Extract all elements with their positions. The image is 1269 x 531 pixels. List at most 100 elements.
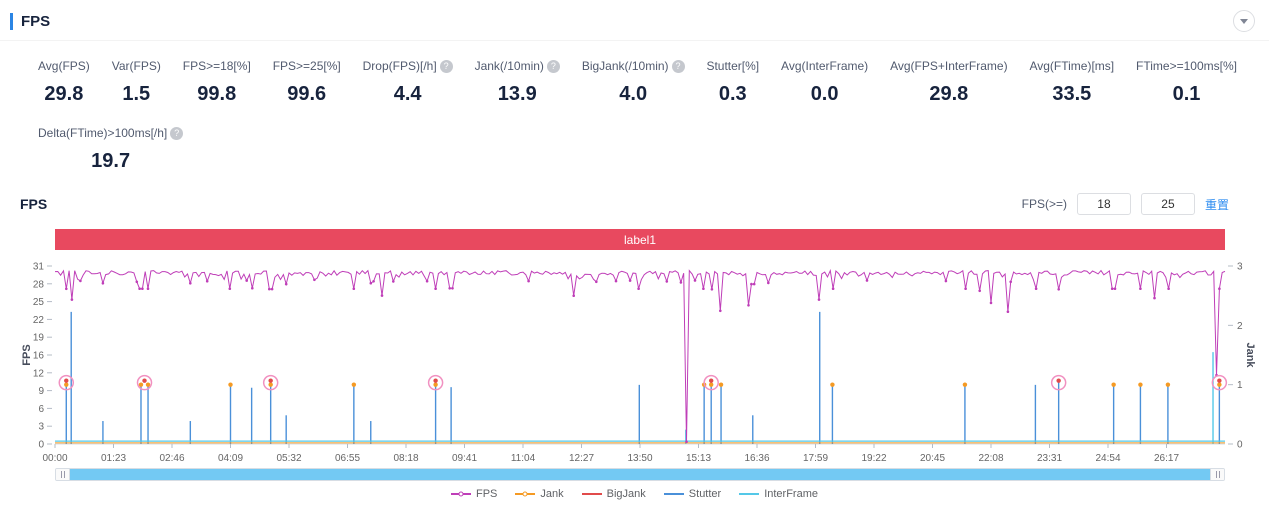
fps-threshold-label: FPS(>=) [1021, 197, 1067, 211]
stat-stutter: Stutter[%] 0.3 [706, 59, 759, 106]
chart-title: FPS [20, 196, 48, 212]
grip-icon [60, 471, 65, 478]
stat-label: Delta(FTime)>100ms[/h] [38, 126, 168, 140]
svg-text:9: 9 [38, 386, 44, 397]
stat-value: 99.8 [197, 83, 237, 105]
stat-label: Avg(FTime)[ms] [1029, 59, 1115, 73]
fps-series-swatch [451, 491, 471, 497]
legend-label: BigJank [606, 488, 646, 500]
stat-label: FTime>=100ms[%] [1136, 59, 1237, 73]
stat-label: Avg(InterFrame) [781, 59, 869, 73]
svg-text:3: 3 [1237, 262, 1243, 273]
collapse-button[interactable] [1233, 10, 1255, 32]
fps-threshold-input-2[interactable] [1140, 193, 1195, 215]
svg-text:13:50: 13:50 [627, 453, 652, 464]
stat-label: Drop(FPS)[/h] [362, 59, 437, 73]
svg-text:28: 28 [33, 279, 45, 290]
help-icon[interactable]: ? [439, 59, 453, 73]
svg-text:24:54: 24:54 [1095, 453, 1120, 464]
legend-item-fps[interactable]: FPS [451, 488, 497, 500]
stats-row-2: Delta(FTime)>100ms[/h]? 19.7 [0, 106, 1269, 173]
annotation-band: label1 [55, 229, 1225, 250]
legend-item-bigjank[interactable]: BigJank [581, 488, 646, 500]
stat-value: 4.0 [619, 83, 648, 105]
panel-header: FPS [0, 0, 1269, 41]
stat-value: 13.9 [497, 83, 537, 105]
reset-link[interactable]: 重置 [1204, 197, 1229, 212]
annotation-band-label: label1 [623, 232, 657, 247]
stat-delta-ftime: Delta(FTime)>100ms[/h]? 19.7 [38, 126, 184, 173]
stat-drop-fps: Drop(FPS)[/h]? 4.4 [363, 59, 453, 106]
interframe-series-swatch [739, 493, 760, 495]
help-icon[interactable]: ? [546, 59, 560, 73]
svg-text:04:09: 04:09 [218, 453, 243, 464]
svg-text:2: 2 [1237, 321, 1243, 332]
stat-fps-ge18: FPS>=18[%] 99.8 [183, 59, 251, 106]
svg-text:12: 12 [33, 368, 45, 379]
stat-label: FPS>=25[%] [272, 59, 341, 73]
stat-label: Avg(FPS+InterFrame) [890, 59, 1008, 73]
svg-text:17:59: 17:59 [803, 453, 828, 464]
stats-row: Avg(FPS) 29.8 Var(FPS) 1.5 FPS>=18[%] 99… [0, 41, 1269, 106]
svg-text:09:41: 09:41 [452, 453, 477, 464]
svg-text:19: 19 [33, 333, 45, 344]
legend-item-jank[interactable]: Jank [515, 488, 564, 500]
svg-text:16:36: 16:36 [744, 453, 769, 464]
fps-threshold-input-1[interactable] [1076, 193, 1131, 215]
svg-text:Jank: Jank [1244, 342, 1256, 368]
svg-text:25: 25 [33, 297, 45, 308]
svg-text:12:27: 12:27 [569, 453, 594, 464]
chart-scrollbar[interactable] [55, 468, 1225, 481]
stat-label: FPS>=18[%] [182, 59, 251, 73]
chart-legend: FPS Jank BigJank Stutter InterFrame [0, 488, 1269, 500]
svg-text:08:18: 08:18 [393, 453, 418, 464]
bigjank-series-swatch [581, 493, 602, 495]
svg-text:22:08: 22:08 [978, 453, 1003, 464]
svg-text:00:00: 00:00 [42, 453, 67, 464]
stat-fps-ge25: FPS>=25[%] 99.6 [273, 59, 341, 106]
svg-text:16: 16 [33, 351, 45, 362]
stat-value: 29.8 [44, 83, 84, 105]
stat-avg-fps-interframe: Avg(FPS+InterFrame) 29.8 [890, 59, 1007, 106]
stat-value: 0.1 [1172, 83, 1201, 105]
scrollbar-right-handle[interactable] [1210, 469, 1224, 480]
scrollbar-track[interactable] [70, 469, 1210, 480]
stat-label: Stutter[%] [706, 59, 760, 73]
legend-label: FPS [476, 488, 498, 500]
stat-label: Jank(/10min) [474, 59, 544, 73]
stat-avg-interframe: Avg(InterFrame) 0.0 [781, 59, 868, 106]
stat-label: BigJank(/10min) [581, 59, 669, 73]
svg-text:23:31: 23:31 [1037, 453, 1062, 464]
svg-text:FPS: FPS [21, 344, 33, 365]
svg-text:26:17: 26:17 [1154, 453, 1179, 464]
stat-avg-fps: Avg(FPS) 29.8 [38, 59, 90, 106]
stat-ftime-ge100: FTime>=100ms[%] 0.1 [1136, 59, 1237, 106]
grip-icon [1215, 471, 1220, 478]
svg-text:06:55: 06:55 [335, 453, 360, 464]
help-icon[interactable]: ? [671, 59, 685, 73]
scrollbar-left-handle[interactable] [56, 469, 70, 480]
stat-var-fps: Var(FPS) 1.5 [112, 59, 161, 106]
svg-text:0: 0 [1237, 440, 1243, 451]
legend-label: Stutter [688, 488, 722, 500]
chart-header: FPS FPS(>=) 重置 [0, 173, 1269, 215]
legend-item-stutter[interactable]: Stutter [663, 488, 722, 500]
svg-text:01:23: 01:23 [101, 453, 126, 464]
stat-value: 33.5 [1052, 83, 1092, 105]
stat-jank: Jank(/10min)? 13.9 [475, 59, 560, 106]
svg-text:1: 1 [1237, 380, 1243, 391]
chevron-down-icon [1240, 19, 1248, 24]
panel-title: FPS [10, 12, 50, 30]
help-icon[interactable]: ? [170, 126, 184, 140]
svg-text:20:45: 20:45 [920, 453, 945, 464]
svg-text:19:22: 19:22 [861, 453, 886, 464]
stat-value: 29.8 [929, 83, 969, 105]
svg-text:31: 31 [33, 262, 45, 273]
svg-text:02:46: 02:46 [159, 453, 184, 464]
legend-item-interframe[interactable]: InterFrame [739, 488, 818, 500]
stat-value: 99.6 [287, 83, 327, 105]
jank-series-swatch [515, 491, 536, 497]
legend-label: Jank [540, 488, 564, 500]
svg-text:3: 3 [38, 422, 44, 433]
stat-value: 0.0 [810, 83, 839, 105]
